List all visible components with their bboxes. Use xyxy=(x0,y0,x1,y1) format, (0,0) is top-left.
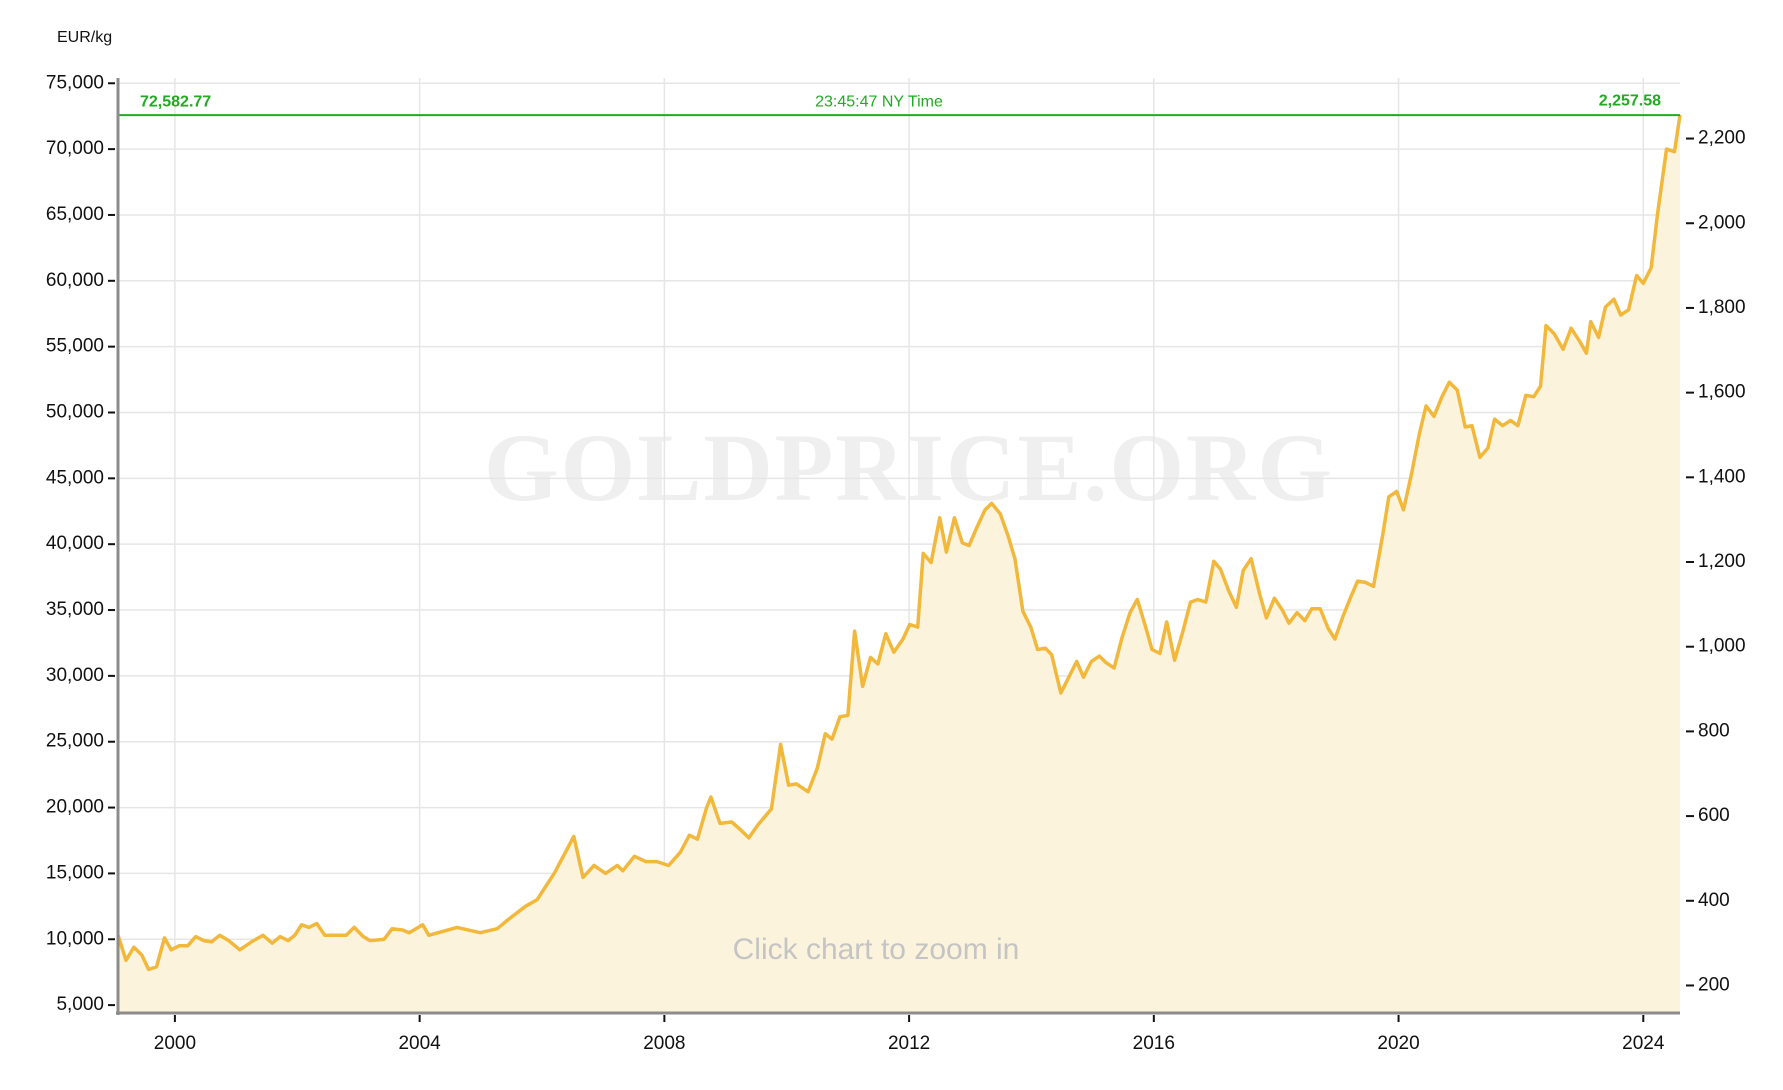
x-tick-label: 2012 xyxy=(888,1033,930,1054)
y-axis-label: EUR/kg xyxy=(57,29,112,46)
y2-tick-label: 600 xyxy=(1698,805,1730,826)
x-tick-label: 2008 xyxy=(643,1033,685,1054)
y-tick-label: 50,000 xyxy=(46,402,104,423)
y-tick-label: 15,000 xyxy=(46,862,104,883)
y2-tick-label: 1,800 xyxy=(1698,297,1746,318)
y-tick-label: 10,000 xyxy=(46,928,104,949)
x-tick-label: 2004 xyxy=(398,1033,441,1054)
y2-tick-label: 2,000 xyxy=(1698,212,1746,233)
y-tick-label: 45,000 xyxy=(46,467,104,488)
area xyxy=(118,114,1680,1013)
y-tick-label: 75,000 xyxy=(46,72,104,93)
y2-tick-label: 1,400 xyxy=(1698,466,1746,487)
current-time: 23:45:47 NY Time xyxy=(815,93,943,110)
y2-tick-label: 1,600 xyxy=(1698,382,1746,403)
x-tick-label: 2024 xyxy=(1622,1033,1665,1054)
y2-tick-label: 800 xyxy=(1698,720,1730,741)
y-tick-label: 20,000 xyxy=(46,797,104,818)
x-tick-label: 2016 xyxy=(1133,1033,1175,1054)
y2-tick-label: 2,200 xyxy=(1698,128,1746,149)
price-line xyxy=(116,114,1682,972)
watermark: GOLDPRICE.ORG xyxy=(484,414,1334,521)
y-tick-label: 65,000 xyxy=(46,204,104,225)
y-tick-label: 30,000 xyxy=(46,665,104,686)
y2-tick-label: 200 xyxy=(1698,974,1730,995)
y2-tick-label: 400 xyxy=(1698,890,1730,911)
x-tick-label: 2000 xyxy=(154,1033,196,1054)
zoom-hint: Click chart to zoom in xyxy=(733,933,1020,966)
y-tick-label: 5,000 xyxy=(56,994,104,1015)
y-tick-label: 60,000 xyxy=(46,270,104,291)
y-tick-label: 70,000 xyxy=(46,138,104,159)
y2-tick-label: 1,200 xyxy=(1698,551,1746,572)
y-tick-label: 55,000 xyxy=(46,336,104,357)
x-tick-label: 2020 xyxy=(1377,1033,1419,1054)
y2-tick-label: 1,000 xyxy=(1698,636,1746,657)
current-price-label: 72,582.77 xyxy=(140,93,211,110)
y-tick-label: 35,000 xyxy=(46,599,104,620)
y-tick-label: 40,000 xyxy=(46,533,104,554)
y-tick-label: 25,000 xyxy=(46,731,104,752)
current-price-y2-label: 2,257.58 xyxy=(1599,92,1661,109)
